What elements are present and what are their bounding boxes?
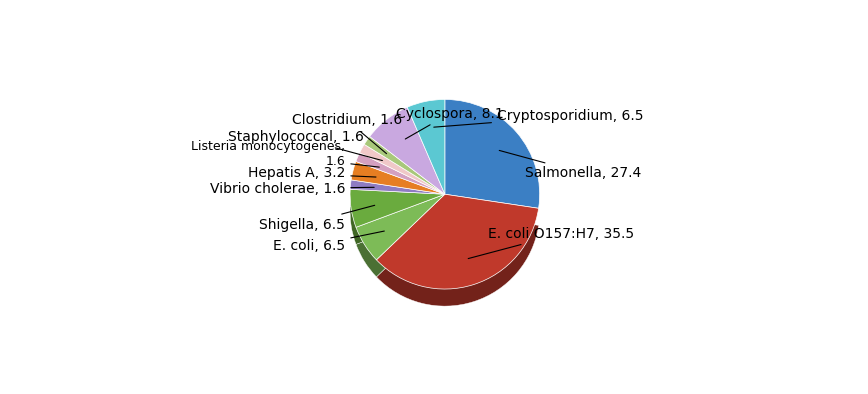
Wedge shape <box>298 197 434 298</box>
Wedge shape <box>376 51 434 197</box>
Wedge shape <box>303 121 434 197</box>
Wedge shape <box>352 162 445 194</box>
Text: E. coli O157:H7, 35.5: E. coli O157:H7, 35.5 <box>468 227 634 258</box>
Wedge shape <box>370 107 445 194</box>
Text: Listeria monocytogenes,
1.6: Listeria monocytogenes, 1.6 <box>191 140 379 168</box>
Wedge shape <box>356 211 445 277</box>
Wedge shape <box>288 175 434 197</box>
Wedge shape <box>350 206 445 244</box>
Text: Clostridium, 1.6: Clostridium, 1.6 <box>292 113 402 154</box>
Wedge shape <box>319 63 434 197</box>
Text: Cryptosporidium, 6.5: Cryptosporidium, 6.5 <box>434 110 643 127</box>
Text: Hepatis A, 3.2: Hepatis A, 3.2 <box>248 166 376 180</box>
Wedge shape <box>329 197 578 343</box>
Text: Staphylococcal, 1.6: Staphylococcal, 1.6 <box>228 130 383 161</box>
Wedge shape <box>352 178 445 211</box>
Text: E. coli, 6.5: E. coli, 6.5 <box>273 231 385 253</box>
Wedge shape <box>377 211 539 306</box>
Wedge shape <box>350 180 445 194</box>
Wedge shape <box>407 99 445 194</box>
Wedge shape <box>310 108 434 197</box>
Text: Vibrio cholerae, 1.6: Vibrio cholerae, 1.6 <box>210 182 374 195</box>
Wedge shape <box>359 144 445 194</box>
Wedge shape <box>288 190 434 248</box>
Wedge shape <box>377 194 539 289</box>
Wedge shape <box>350 190 445 227</box>
Wedge shape <box>434 51 580 219</box>
Wedge shape <box>365 137 445 194</box>
Text: Shigella, 6.5: Shigella, 6.5 <box>260 205 375 232</box>
Text: Salmonella, 27.4: Salmonella, 27.4 <box>499 151 641 180</box>
Wedge shape <box>298 133 434 197</box>
Wedge shape <box>445 99 540 208</box>
Text: Cyclospora, 8.1: Cyclospora, 8.1 <box>396 107 503 139</box>
Wedge shape <box>356 194 445 260</box>
Wedge shape <box>290 147 434 197</box>
Wedge shape <box>356 153 445 194</box>
Wedge shape <box>350 197 445 211</box>
